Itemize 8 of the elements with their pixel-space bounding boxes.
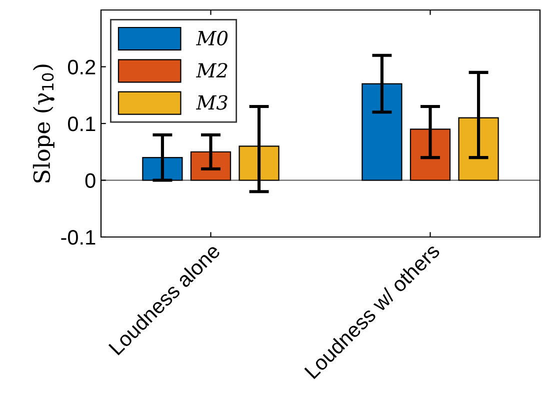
y-tick-label: -0.1 bbox=[61, 230, 96, 245]
y-tick-label: 0.2 bbox=[68, 60, 96, 75]
y-axis-title: Slope (γ$_{10}$) bbox=[32, 64, 54, 182]
legend-label: M0 bbox=[196, 30, 228, 46]
legend-label: M3 bbox=[196, 95, 228, 110]
y-tick-label: 0 bbox=[85, 173, 96, 188]
y-tick-label: 0.1 bbox=[68, 116, 96, 132]
legend-label: M2 bbox=[196, 62, 228, 78]
